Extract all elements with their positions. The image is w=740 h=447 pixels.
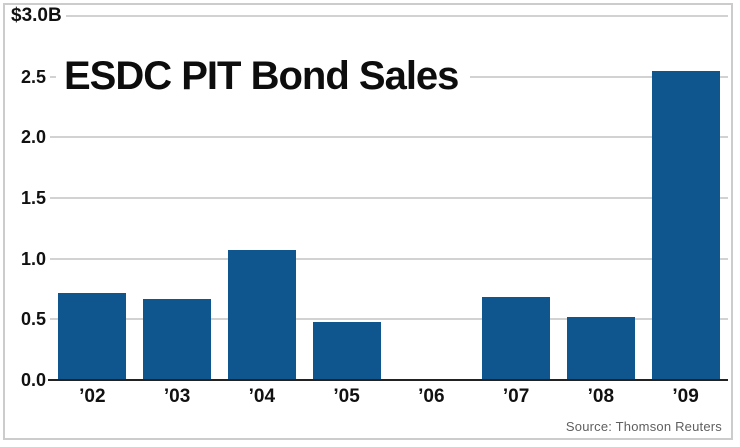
x-axis-label-04: ’04 — [248, 386, 276, 407]
y-axis-tick-label: 0.5 — [20, 309, 46, 330]
x-axis-label-07: ’07 — [502, 386, 530, 407]
y-axis-tick-label: 1.5 — [20, 188, 46, 208]
y-axis-tick-label: 0.0 — [20, 370, 46, 390]
x-axis-label-06: ’06 — [418, 386, 445, 407]
bar-07 — [482, 297, 551, 380]
x-axis-line — [48, 379, 728, 381]
gridline-0.5 — [50, 318, 728, 321]
bar-04 — [227, 250, 296, 380]
x-axis-label-08: ’08 — [587, 386, 615, 407]
y-axis-tick-label: 1.0 — [20, 248, 46, 269]
gridline-1.0 — [50, 257, 728, 260]
gridline-1.5 — [50, 197, 728, 199]
bar-09 — [651, 70, 720, 380]
bar-05 — [312, 321, 381, 380]
x-axis-label-02: ’02 — [79, 386, 106, 407]
y-axis-tick-label: 2.5 — [20, 66, 46, 87]
bar-03 — [143, 298, 212, 380]
chart-title: ESDC PIT Bond Sales — [56, 50, 471, 107]
gridline-2.0 — [50, 136, 728, 139]
source-credit: Source: Thomson Reuters — [565, 419, 722, 434]
x-axis-label-09: ’09 — [672, 386, 699, 407]
bar-08 — [566, 316, 635, 380]
y-axis-tick-label: 2.0 — [20, 127, 46, 148]
gridline-3.0 — [66, 15, 728, 17]
y-axis-tick-label: $3.0B — [11, 5, 62, 26]
bar-02 — [58, 292, 127, 380]
x-axis-label-03: ’03 — [163, 386, 191, 407]
x-axis-label-05: ’05 — [333, 386, 360, 407]
